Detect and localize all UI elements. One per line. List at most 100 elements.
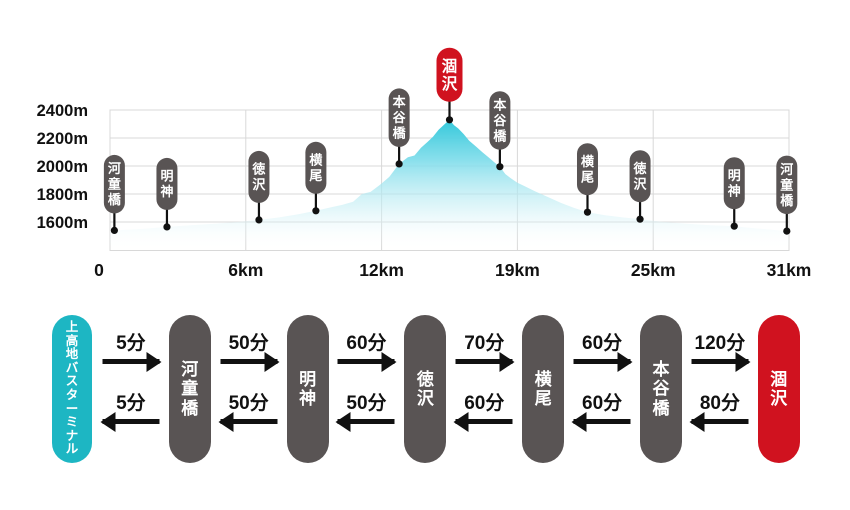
route-node: 本谷橋 (640, 315, 682, 463)
waypoint-marker: 横尾 (305, 141, 327, 215)
y-axis-tick-label: 1800m (37, 186, 88, 204)
backward-arrow-icon (337, 419, 395, 424)
marker-dot (583, 208, 592, 216)
y-axis-tick-label: 2000m (37, 158, 88, 176)
waypoint-marker: 河童橋 (776, 155, 798, 235)
marker-pill (576, 143, 598, 196)
y-axis-tick-label: 2200m (37, 130, 88, 148)
route-node: 横尾 (522, 315, 565, 463)
marker-dot (312, 207, 320, 215)
marker-dot (163, 223, 171, 231)
route-node-destination: 涸沢 (757, 315, 800, 463)
backward-arrow-icon (102, 419, 160, 424)
route-node-label-char: 神 (299, 389, 317, 408)
route-node-label-char: 地 (65, 347, 79, 362)
route-segment: 120分 80分 (685, 295, 755, 510)
route-node-label-char: タ (65, 388, 79, 402)
forward-arrow-icon (337, 359, 395, 364)
route-node-label-char: 上 (65, 320, 79, 335)
route-segment: 60分 50分 (332, 295, 402, 510)
backward-time-label: 60分 (582, 393, 623, 414)
marker-label: 徳沢 (251, 162, 266, 193)
route-segment: 70分 60分 (449, 295, 519, 510)
x-axis-tick-label: 12km (359, 260, 404, 280)
y-axis-tick-label: 2400m (37, 102, 88, 120)
waypoint-marker: 明神 (723, 157, 745, 230)
route-node-label-char: 徳 (416, 369, 434, 389)
forward-arrow-icon (102, 359, 160, 364)
waypoint-marker: 明神 (156, 157, 178, 231)
x-axis-tick-label: 25km (631, 260, 676, 280)
elevation-profile-chart: 2400m 2200m 2000m 1800m 1600m 0 6km 12km 19km 25k… (37, 47, 811, 280)
marker-dot (730, 222, 738, 230)
route-node-label-char: 尾 (534, 389, 552, 408)
route-node: 明神 (286, 315, 329, 463)
route-node-label-char: ル (65, 442, 79, 457)
forward-time-label: 70分 (464, 333, 505, 354)
marker-pill (776, 155, 798, 215)
marker-pill (436, 47, 463, 102)
route-node-label-char: バ (65, 360, 79, 375)
marker-dot (636, 215, 644, 223)
waypoint-marker: 横尾 (576, 143, 598, 216)
backward-time-label: 5分 (116, 393, 146, 414)
waypoint-marker: 本谷橋 (489, 91, 511, 171)
route-node-label-char: 童 (181, 379, 199, 399)
route-node-label-char: ー (65, 401, 79, 416)
marker-pill (248, 150, 270, 203)
forward-arrow-icon (455, 359, 513, 364)
route-node-label-char: 河 (181, 359, 199, 379)
forward-time-label: 5分 (116, 333, 146, 354)
x-axis-tick-label: 6km (228, 260, 263, 280)
route-segment: 60分 60分 (567, 295, 637, 510)
marker-dot (110, 226, 118, 234)
forward-time-label: 50分 (228, 333, 269, 354)
marker-label: 河童橋 (108, 161, 122, 207)
route-node-label-char: 沢 (770, 389, 788, 408)
marker-dot (496, 163, 504, 171)
backward-time-label: 50分 (228, 393, 269, 414)
elevation-area (110, 119, 789, 250)
marker-dot (445, 116, 454, 124)
marker-label: 明神 (160, 169, 173, 200)
marker-dot (783, 227, 791, 235)
route-node-label-char: ス (65, 374, 79, 389)
marker-label: 本谷橋 (393, 95, 407, 141)
marker-label: 横尾 (309, 153, 323, 184)
waypoint-marker: 徳沢 (629, 150, 651, 223)
marker-label: 河童橋 (780, 162, 794, 208)
backward-arrow-icon (691, 419, 749, 424)
marker-pill (629, 150, 651, 203)
route-node-label-char: 横 (534, 369, 552, 389)
waypoint-marker: 本谷橋 (388, 88, 410, 168)
x-axis-tick-label: 0 (94, 260, 104, 280)
waypoint-marker: 河童橋 (103, 154, 125, 234)
route-segment: 50分 50分 (214, 295, 284, 510)
marker-pill (156, 157, 178, 210)
backward-arrow-icon (220, 419, 278, 424)
forward-time-label: 60分 (582, 333, 623, 354)
route-node: 河童橋 (168, 315, 211, 463)
backward-arrow-icon (455, 419, 513, 424)
forward-time-label: 60分 (346, 333, 387, 354)
marker-label: 涸沢 (442, 56, 458, 93)
route-node-label-char: 明 (299, 369, 317, 389)
backward-time-label: 50分 (346, 393, 387, 414)
route-node-label-char: 橋 (652, 398, 670, 418)
route-node-label-char: ナ (65, 428, 79, 443)
marker-pill (103, 154, 125, 214)
backward-arrow-icon (573, 419, 631, 424)
marker-pill (489, 91, 511, 150)
y-axis-tick-label: 1600m (37, 214, 88, 232)
marker-label: 横尾 (581, 154, 595, 185)
backward-time-label: 60分 (464, 393, 505, 414)
route-node-trailhead: 上高地バスターミナル (52, 315, 92, 463)
backward-time-label: 80分 (699, 393, 740, 414)
waypoint-marker: 徳沢 (248, 150, 270, 224)
route-node-label-char: 高 (65, 333, 79, 348)
marker-label: 本谷橋 (493, 97, 507, 143)
forward-arrow-icon (220, 359, 278, 364)
marker-dot (395, 160, 403, 168)
marker-label: 徳沢 (633, 161, 648, 192)
